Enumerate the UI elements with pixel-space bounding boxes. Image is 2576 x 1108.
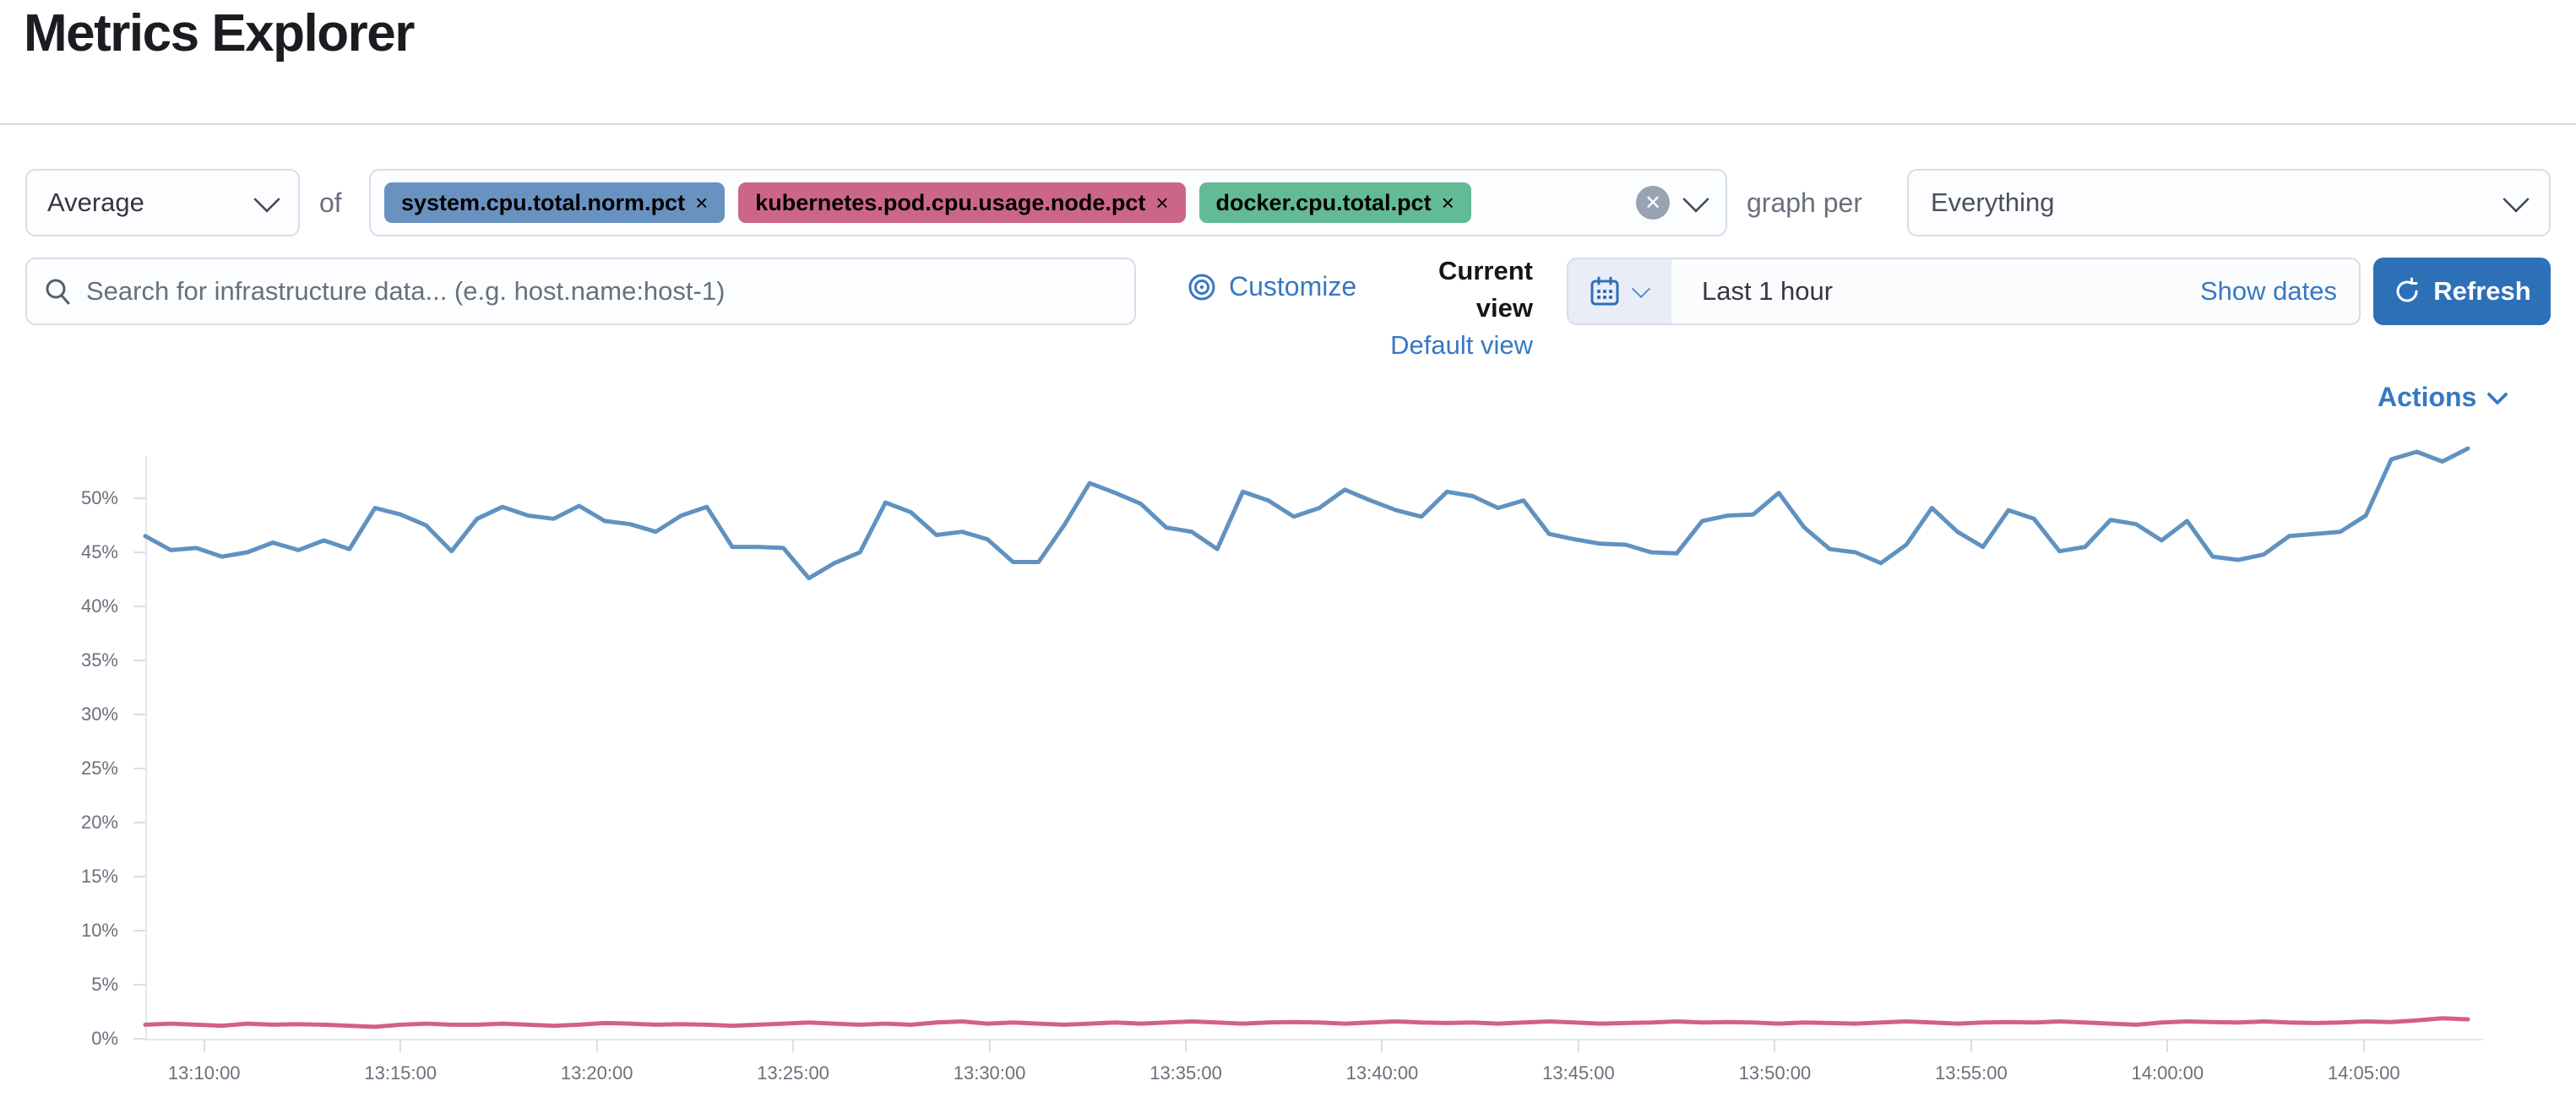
y-axis-tick	[133, 1038, 145, 1040]
x-axis-tick	[988, 1040, 991, 1052]
refresh-label: Refresh	[2433, 276, 2531, 306]
y-axis-tick	[133, 984, 145, 986]
y-axis-label: 20%	[80, 812, 118, 833]
x-axis-tick	[1774, 1040, 1776, 1052]
y-axis-label: 15%	[80, 866, 118, 887]
current-view-label: Current view	[1438, 256, 1533, 323]
metrics-chart[interactable]: 0% 5% 10% 15% 20% 25% 30% 35% 40% 45% 50% 13:10:00 1…	[0, 439, 2576, 1108]
chevron-down-icon	[1631, 279, 1651, 299]
y-axis-tick	[133, 768, 145, 769]
x-axis-line	[145, 1039, 2483, 1040]
view-switcher: Current view Default view	[1377, 253, 1533, 364]
metric-controls-row: Average of system.cpu.total.norm.pct × kub…	[0, 169, 2576, 236]
graph-per-value: Everything	[1931, 187, 2055, 217]
aggregation-value: Average	[47, 187, 144, 217]
page-title: Metrics Explorer	[24, 4, 415, 62]
x-axis-label: 14:00:00	[2131, 1062, 2204, 1084]
x-axis-tick	[203, 1040, 205, 1052]
x-axis-label: 13:15:00	[364, 1062, 437, 1084]
graph-per-label: graph per	[1747, 187, 1862, 218]
x-axis-label: 13:30:00	[953, 1062, 1026, 1084]
x-axis-label: 13:55:00	[1935, 1062, 2008, 1084]
remove-metric-icon[interactable]: ×	[695, 189, 709, 215]
y-axis-label: 30%	[80, 703, 118, 725]
search-input[interactable]	[86, 276, 1117, 307]
search-box	[25, 258, 1136, 325]
y-axis-tick	[133, 551, 145, 553]
bullseye-icon	[1188, 274, 1215, 300]
chart-plot-area[interactable]	[143, 444, 2470, 1039]
y-axis-label: 5%	[91, 974, 118, 995]
clear-metrics-icon[interactable]: ✕	[1636, 186, 1670, 220]
x-axis-tick	[1381, 1040, 1383, 1052]
x-axis-tick	[2166, 1040, 2169, 1052]
y-axis-tick	[133, 822, 145, 823]
metrics-combobox[interactable]: system.cpu.total.norm.pct × kubernetes.pod…	[369, 169, 1727, 236]
default-view-link[interactable]: Default view	[1390, 330, 1533, 360]
x-axis-tick	[792, 1040, 795, 1052]
x-axis-label: 13:10:00	[167, 1062, 241, 1084]
y-axis-line	[145, 456, 147, 1039]
refresh-icon	[2396, 277, 2418, 302]
x-axis-label: 13:25:00	[757, 1062, 829, 1084]
y-axis-tick	[133, 930, 145, 931]
x-axis-tick	[595, 1040, 598, 1052]
time-range-value[interactable]: Last 1 hour	[1702, 276, 1834, 306]
actions-menu-button[interactable]: Actions	[2378, 382, 2509, 413]
metric-tag-label: kubernetes.pod.cpu.usage.node.pct	[755, 189, 1146, 215]
remove-metric-icon[interactable]: ×	[1441, 189, 1454, 215]
y-axis-label: 40%	[80, 595, 118, 616]
aggregation-select[interactable]: Average	[25, 169, 300, 236]
series-line-0	[143, 446, 2470, 581]
x-axis-tick	[1970, 1040, 1972, 1052]
x-axis-label: 13:35:00	[1149, 1062, 1222, 1084]
metric-tag-2[interactable]: docker.cpu.total.pct ×	[1198, 182, 1471, 223]
y-axis-tick	[133, 714, 145, 715]
refresh-button[interactable]: Refresh	[2373, 258, 2551, 325]
date-picker: Last 1 hour Show dates	[1567, 258, 2361, 325]
x-axis-tick	[1185, 1040, 1187, 1052]
y-axis-label: 0%	[91, 1028, 118, 1049]
x-axis-tick	[2362, 1040, 2365, 1052]
x-axis-tick	[399, 1040, 402, 1052]
metric-tag-label: system.cpu.total.norm.pct	[401, 189, 686, 215]
of-label: of	[319, 187, 342, 218]
x-axis-label: 13:40:00	[1345, 1062, 1419, 1084]
metric-tag-label: docker.cpu.total.pct	[1215, 189, 1432, 215]
chevron-down-icon	[253, 186, 280, 213]
y-axis-label: 45%	[80, 541, 118, 562]
y-axis-label: 10%	[80, 920, 118, 941]
search-row: Customize Current view Default view La	[0, 256, 2576, 360]
series-line-1	[143, 1016, 2470, 1029]
y-axis-label: 35%	[80, 649, 118, 671]
calendar-icon	[1590, 276, 1619, 306]
show-dates-link[interactable]: Show dates	[2200, 276, 2337, 306]
date-picker-quick-menu-button[interactable]	[1568, 259, 1671, 323]
chevron-down-icon	[1682, 186, 1709, 213]
y-axis-tick	[133, 660, 145, 661]
chevron-down-icon	[2486, 383, 2509, 405]
header-divider	[0, 123, 2576, 125]
graph-per-select[interactable]: Everything	[1907, 169, 2551, 236]
y-axis-tick	[133, 497, 145, 499]
chevron-down-icon	[2503, 186, 2530, 213]
y-axis-tick	[133, 606, 145, 607]
x-axis-tick	[1577, 1040, 1579, 1052]
metric-tag-1[interactable]: kubernetes.pod.cpu.usage.node.pct ×	[738, 182, 1186, 223]
customize-button[interactable]: Customize	[1187, 271, 1356, 302]
remove-metric-icon[interactable]: ×	[1155, 189, 1169, 215]
actions-label: Actions	[2378, 382, 2477, 412]
x-axis-label: 13:45:00	[1542, 1062, 1615, 1084]
customize-label: Customize	[1229, 271, 1357, 301]
metric-tag-list: system.cpu.total.norm.pct × kubernetes.pod…	[384, 182, 1636, 223]
y-axis-label: 50%	[80, 487, 118, 508]
y-axis-label: 25%	[80, 758, 118, 779]
search-icon	[46, 279, 70, 305]
x-axis-label: 13:50:00	[1738, 1062, 1812, 1084]
x-axis-label: 13:20:00	[560, 1062, 633, 1084]
y-axis-tick	[133, 876, 145, 877]
x-axis-label: 14:05:00	[2327, 1062, 2400, 1084]
metric-tag-0[interactable]: system.cpu.total.norm.pct ×	[384, 182, 726, 223]
